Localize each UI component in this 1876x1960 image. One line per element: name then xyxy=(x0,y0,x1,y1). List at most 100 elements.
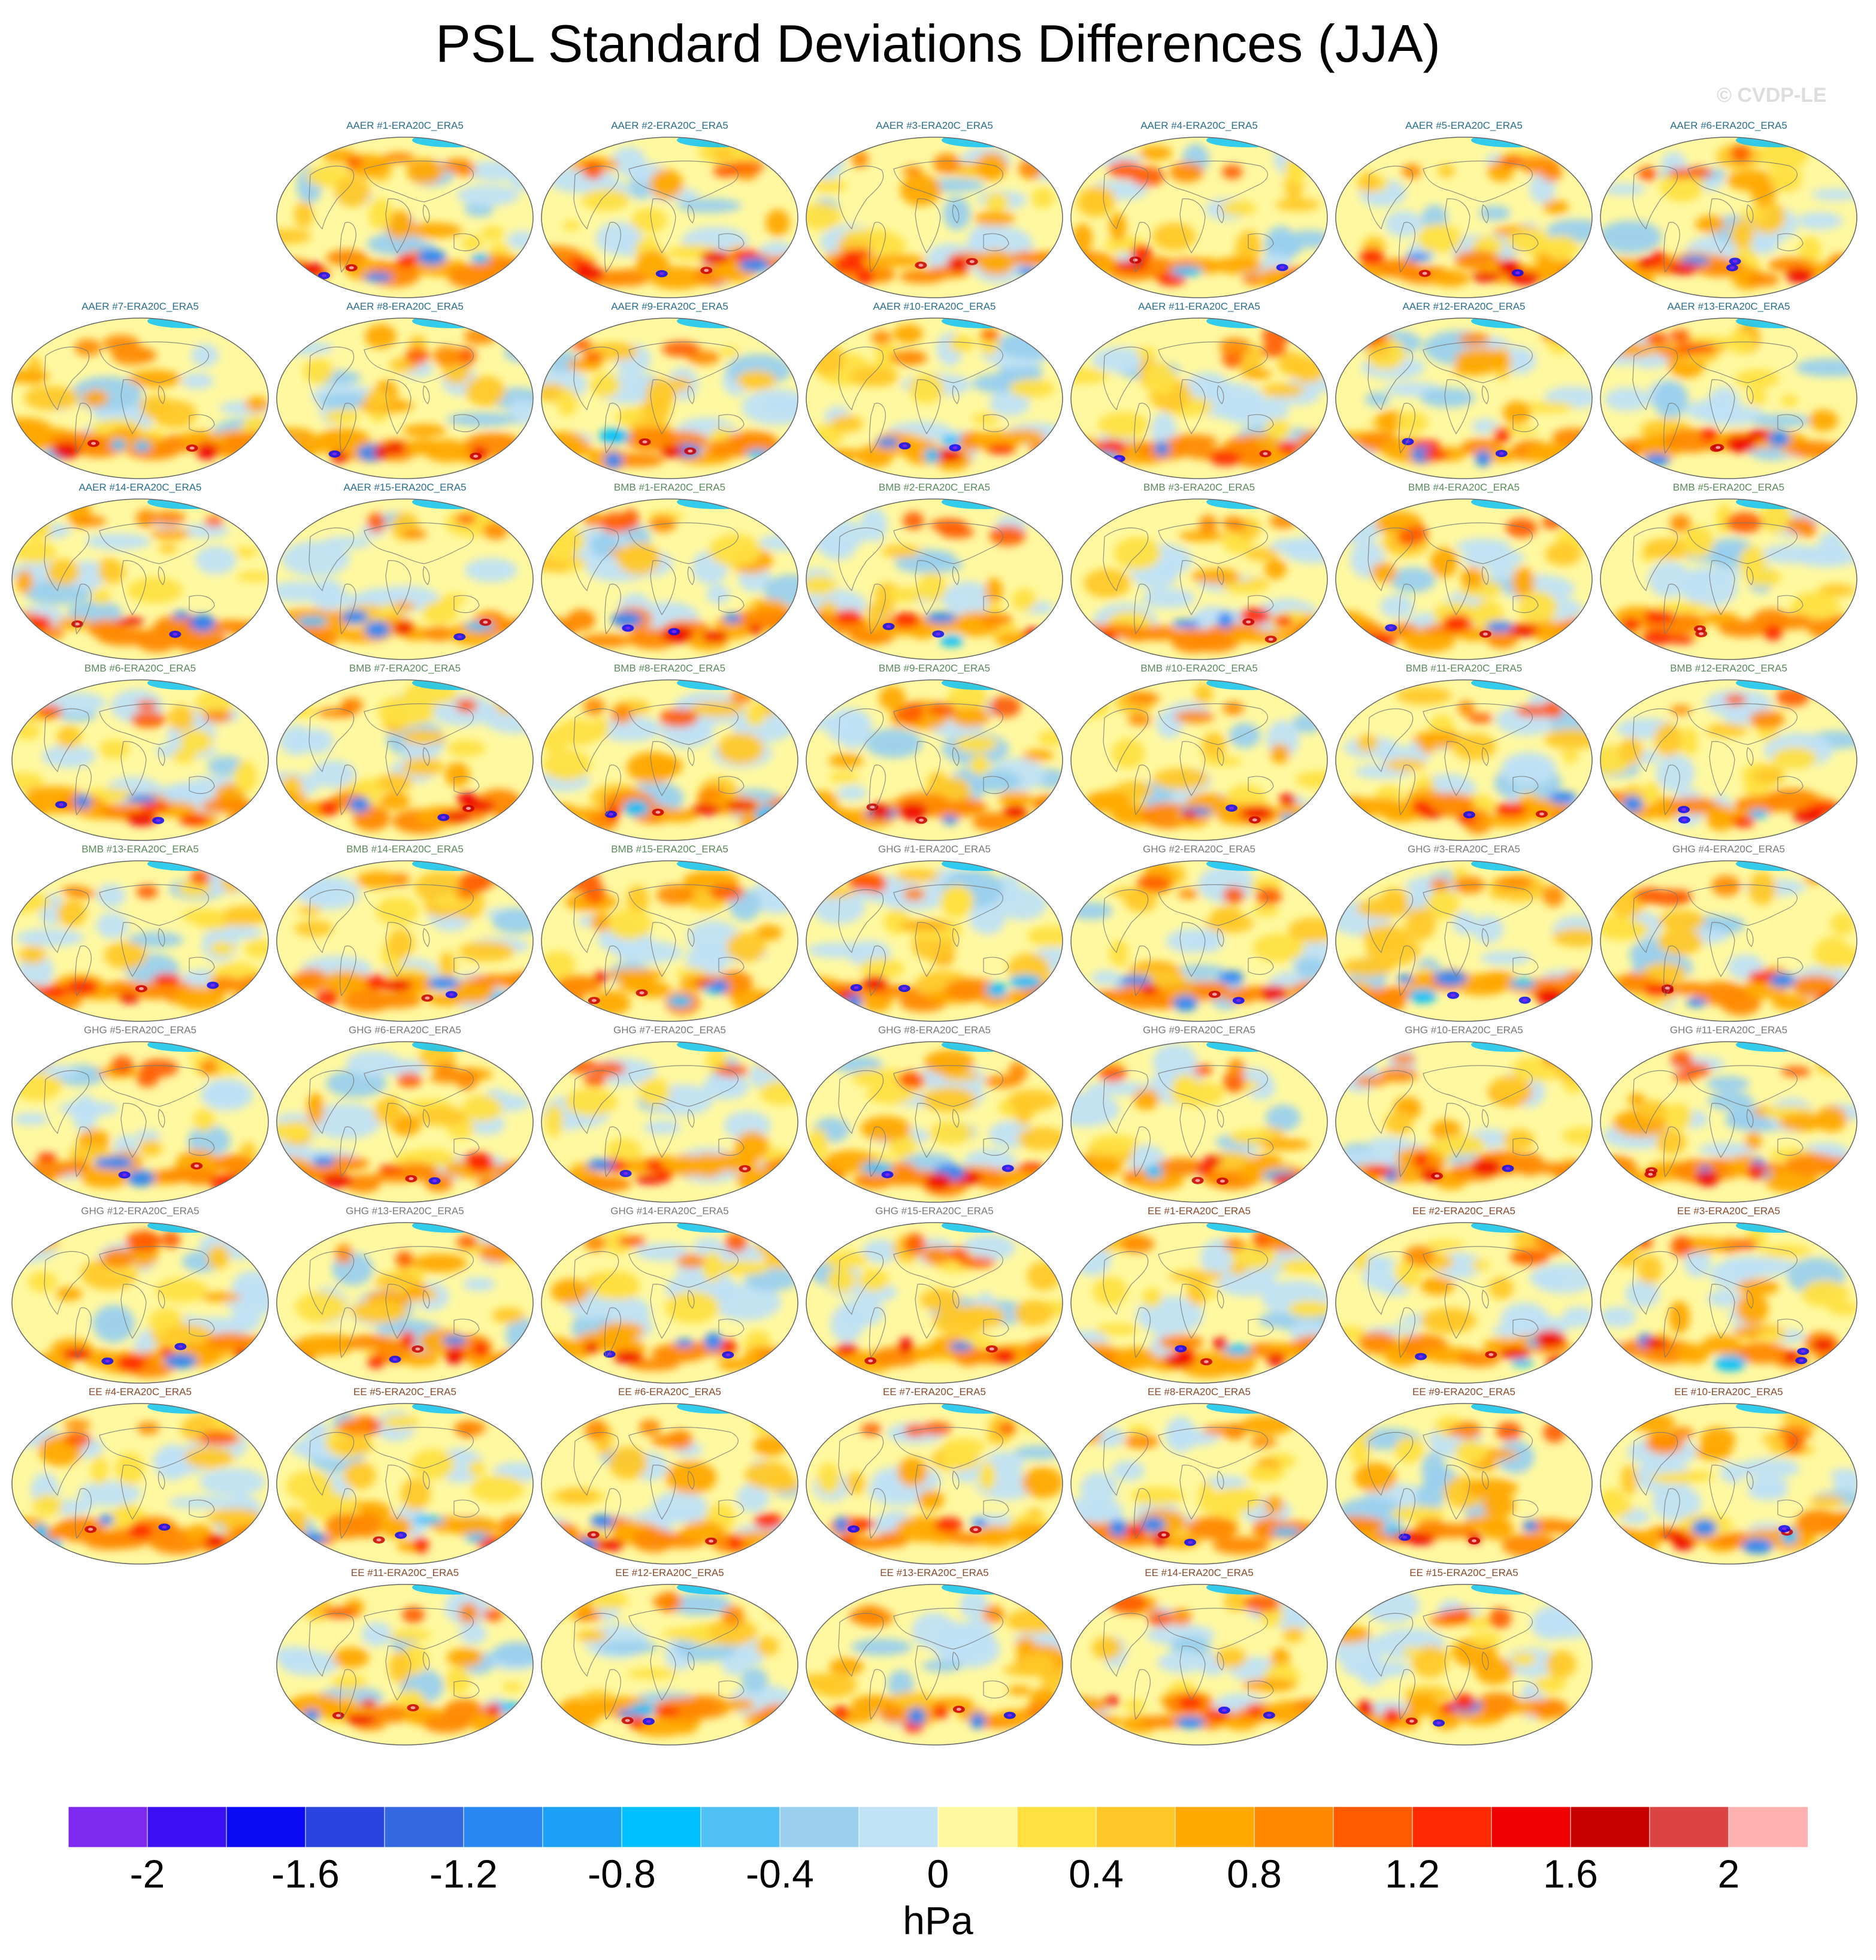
panel-title: BMB #8-ERA20C_ERA5 xyxy=(613,663,726,674)
global-map xyxy=(1600,1041,1857,1203)
map-panel: AAER #11-ERA20C_ERA5 xyxy=(1069,301,1330,483)
panel-title: GHG #3-ERA20C_ERA5 xyxy=(1407,843,1521,855)
map-panel: BMB #12-ERA20C_ERA5 xyxy=(1598,663,1859,845)
map-panel: BMB #6-ERA20C_ERA5 xyxy=(10,663,271,845)
map-panel: GHG #12-ERA20C_ERA5 xyxy=(10,1205,271,1387)
global-map xyxy=(276,1584,534,1746)
map-panel: GHG #1-ERA20C_ERA5 xyxy=(804,843,1065,1026)
panel-title: EE #5-ERA20C_ERA5 xyxy=(353,1386,456,1398)
map-panel: BMB #9-ERA20C_ERA5 xyxy=(804,663,1065,845)
map-panel: EE #1-ERA20C_ERA5 xyxy=(1069,1205,1330,1387)
global-map xyxy=(806,498,1063,660)
map-panel: GHG #8-ERA20C_ERA5 xyxy=(804,1024,1065,1206)
map-panel: BMB #1-ERA20C_ERA5 xyxy=(539,482,800,664)
chart-title: PSL Standard Deviations Differences (JJA… xyxy=(435,14,1441,73)
global-map xyxy=(1335,1041,1593,1203)
global-map xyxy=(806,1041,1063,1203)
global-map xyxy=(276,1041,534,1203)
panel-title: GHG #13-ERA20C_ERA5 xyxy=(346,1205,464,1217)
colorbar xyxy=(68,1807,1808,1847)
colorbar-tick-label: 0.4 xyxy=(1069,1852,1124,1896)
global-map xyxy=(1070,498,1328,660)
panel-title: BMB #10-ERA20C_ERA5 xyxy=(1140,663,1258,674)
panel-title: BMB #15-ERA20C_ERA5 xyxy=(611,843,728,855)
global-map xyxy=(276,860,534,1022)
global-map xyxy=(806,1584,1063,1746)
global-map xyxy=(1070,1584,1328,1746)
global-map xyxy=(541,137,798,298)
global-map xyxy=(1335,137,1593,298)
colorbar-swatch xyxy=(700,1807,780,1847)
colorbar-swatch xyxy=(226,1807,306,1847)
panel-title: EE #9-ERA20C_ERA5 xyxy=(1412,1386,1515,1398)
global-map xyxy=(1070,137,1328,298)
global-map xyxy=(1600,498,1857,660)
map-panel: GHG #11-ERA20C_ERA5 xyxy=(1598,1024,1859,1206)
map-panel: AAER #14-ERA20C_ERA5 xyxy=(10,482,271,664)
panel-title: BMB #3-ERA20C_ERA5 xyxy=(1143,482,1255,493)
panel-title: EE #8-ERA20C_ERA5 xyxy=(1148,1386,1251,1398)
colorbar-swatch xyxy=(1016,1807,1097,1847)
map-panel: GHG #3-ERA20C_ERA5 xyxy=(1333,843,1594,1026)
panel-title: EE #11-ERA20C_ERA5 xyxy=(350,1567,459,1578)
map-panel: EE #10-ERA20C_ERA5 xyxy=(1598,1386,1859,1568)
global-map xyxy=(1070,1403,1328,1565)
panel-title: GHG #14-ERA20C_ERA5 xyxy=(610,1205,729,1217)
global-map xyxy=(1600,1403,1857,1565)
panel-title: BMB #2-ERA20C_ERA5 xyxy=(878,482,991,493)
global-map xyxy=(541,1222,798,1384)
colorbar-tick-label: -1.6 xyxy=(271,1852,340,1896)
colorbar-swatch xyxy=(463,1807,543,1847)
map-panel: AAER #12-ERA20C_ERA5 xyxy=(1333,301,1594,483)
copyright-watermark: © CVDP-LE xyxy=(1717,84,1827,107)
map-panel: BMB #15-ERA20C_ERA5 xyxy=(539,843,800,1026)
map-panel: GHG #2-ERA20C_ERA5 xyxy=(1069,843,1330,1026)
panel-title: GHG #5-ERA20C_ERA5 xyxy=(83,1024,197,1036)
global-map xyxy=(1335,498,1593,660)
panel-title: BMB #7-ERA20C_ERA5 xyxy=(349,663,461,674)
global-map xyxy=(806,860,1063,1022)
panel-title: GHG #15-ERA20C_ERA5 xyxy=(875,1205,994,1217)
global-map xyxy=(1335,679,1593,841)
panel-title: BMB #11-ERA20C_ERA5 xyxy=(1405,663,1523,674)
map-panel: EE #3-ERA20C_ERA5 xyxy=(1598,1205,1859,1387)
colorbar-swatch xyxy=(779,1807,860,1847)
global-map xyxy=(1070,317,1328,479)
panel-title: GHG #1-ERA20C_ERA5 xyxy=(878,843,991,855)
panel-title: EE #13-ERA20C_ERA5 xyxy=(880,1567,989,1578)
global-map xyxy=(1335,1403,1593,1565)
map-panel: AAER #6-ERA20C_ERA5 xyxy=(1598,120,1859,302)
global-map xyxy=(276,498,534,660)
panel-title: BMB #14-ERA20C_ERA5 xyxy=(346,843,464,855)
panel-title: GHG #8-ERA20C_ERA5 xyxy=(878,1024,991,1036)
colorbar-swatch xyxy=(1412,1807,1492,1847)
panel-title: GHG #12-ERA20C_ERA5 xyxy=(81,1205,199,1217)
map-panel: BMB #8-ERA20C_ERA5 xyxy=(539,663,800,845)
global-map xyxy=(1600,860,1857,1022)
colorbar-swatch xyxy=(1491,1807,1571,1847)
map-panel: EE #9-ERA20C_ERA5 xyxy=(1333,1386,1594,1568)
map-panel: EE #2-ERA20C_ERA5 xyxy=(1333,1205,1594,1387)
global-map xyxy=(541,317,798,479)
global-map xyxy=(1335,860,1593,1022)
global-map xyxy=(11,1403,269,1565)
panel-title: GHG #4-ERA20C_ERA5 xyxy=(1672,843,1786,855)
colorbar-swatch xyxy=(1175,1807,1255,1847)
colorbar-tick-label: 2 xyxy=(1717,1852,1740,1896)
colorbar-swatch xyxy=(937,1807,1018,1847)
map-panel: BMB #10-ERA20C_ERA5 xyxy=(1069,663,1330,845)
map-panel: EE #4-ERA20C_ERA5 xyxy=(10,1386,271,1568)
global-map xyxy=(11,1222,269,1384)
global-map xyxy=(276,1222,534,1384)
panel-title: EE #2-ERA20C_ERA5 xyxy=(1412,1205,1515,1217)
map-panel: AAER #10-ERA20C_ERA5 xyxy=(804,301,1065,483)
map-panel: GHG #10-ERA20C_ERA5 xyxy=(1333,1024,1594,1206)
panel-title: GHG #2-ERA20C_ERA5 xyxy=(1142,843,1256,855)
map-panel: AAER #4-ERA20C_ERA5 xyxy=(1069,120,1330,302)
panel-title: AAER #4-ERA20C_ERA5 xyxy=(1140,120,1258,131)
panel-title: EE #4-ERA20C_ERA5 xyxy=(89,1386,192,1398)
colorbar-swatch xyxy=(68,1807,148,1847)
colorbar-swatch xyxy=(1096,1807,1176,1847)
global-map xyxy=(1070,1041,1328,1203)
global-map xyxy=(276,317,534,479)
